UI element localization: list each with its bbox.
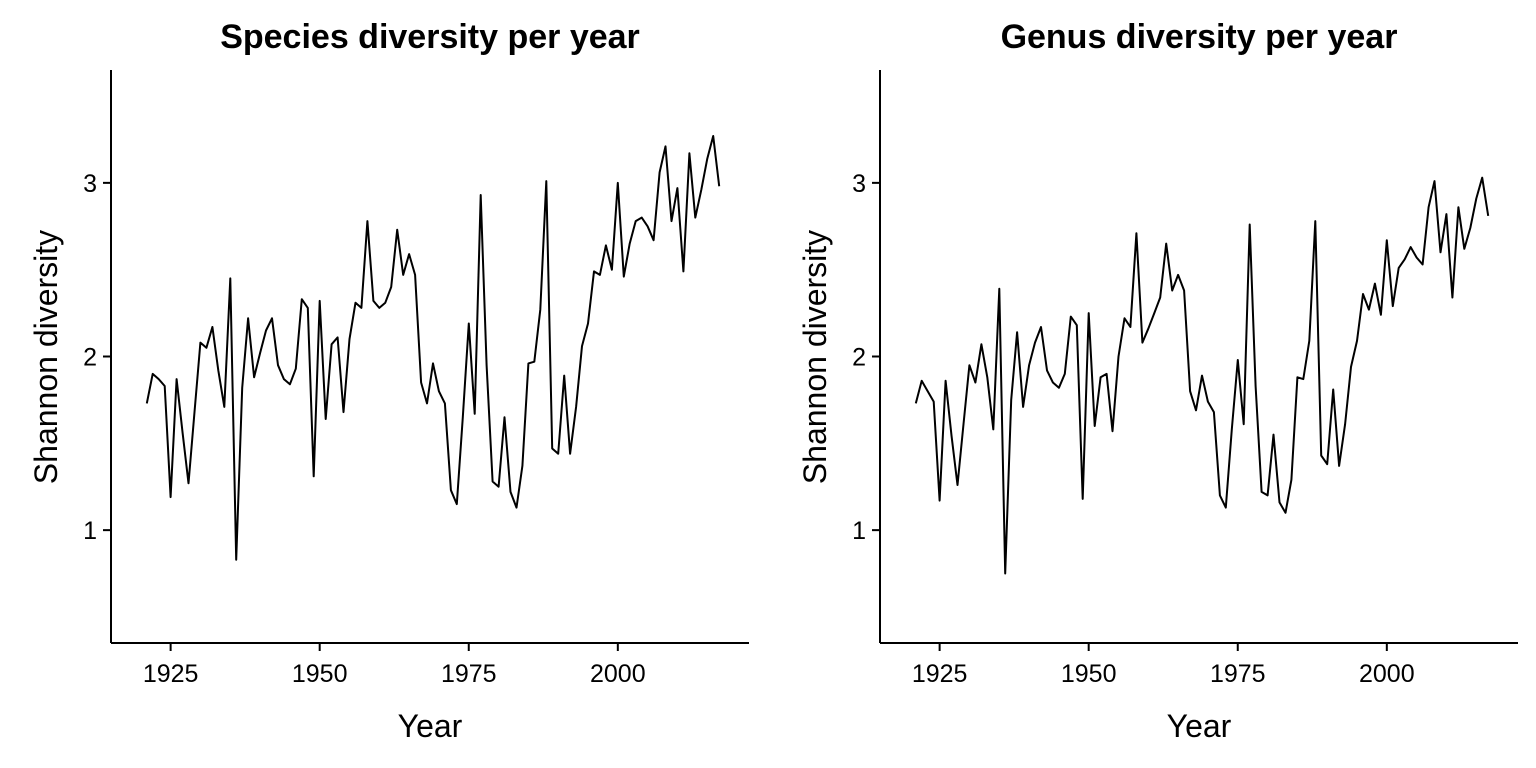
y-tick-label: 2 [83, 344, 97, 372]
y-tick-label: 3 [852, 170, 866, 198]
x-tick-label: 1925 [143, 660, 199, 688]
x-axis-title: Year [398, 708, 463, 744]
y-tick-label: 2 [852, 344, 866, 372]
y-tick-label: 1 [83, 517, 97, 545]
x-tick-label: 1950 [1061, 660, 1117, 688]
chart-panel-2: Genus diversity per year 1925 1950 1975 2000… [797, 18, 1518, 744]
y-axis-title: Shannon diversity [28, 230, 64, 484]
series-line-1 [914, 176, 1490, 575]
x-tick-label: 1975 [1210, 660, 1266, 688]
x-tick-label: 1925 [912, 660, 968, 688]
chart-title: Genus diversity per year [1001, 18, 1398, 56]
x-axis-title: Year [1167, 708, 1232, 744]
y-axis-title: Shannon diversity [797, 230, 833, 484]
series-line-1 [145, 135, 721, 561]
x-tick-label: 2000 [590, 660, 646, 688]
chart-title: Species diversity per year [220, 18, 640, 56]
x-tick-label: 2000 [1359, 660, 1415, 688]
y-tick-label: 3 [83, 170, 97, 198]
x-tick-label: 1950 [292, 660, 348, 688]
x-tick-label: 1975 [441, 660, 497, 688]
chart-panel-1: Species diversity per year 1925 1950 1975 20… [28, 18, 749, 744]
y-tick-label: 1 [852, 517, 866, 545]
